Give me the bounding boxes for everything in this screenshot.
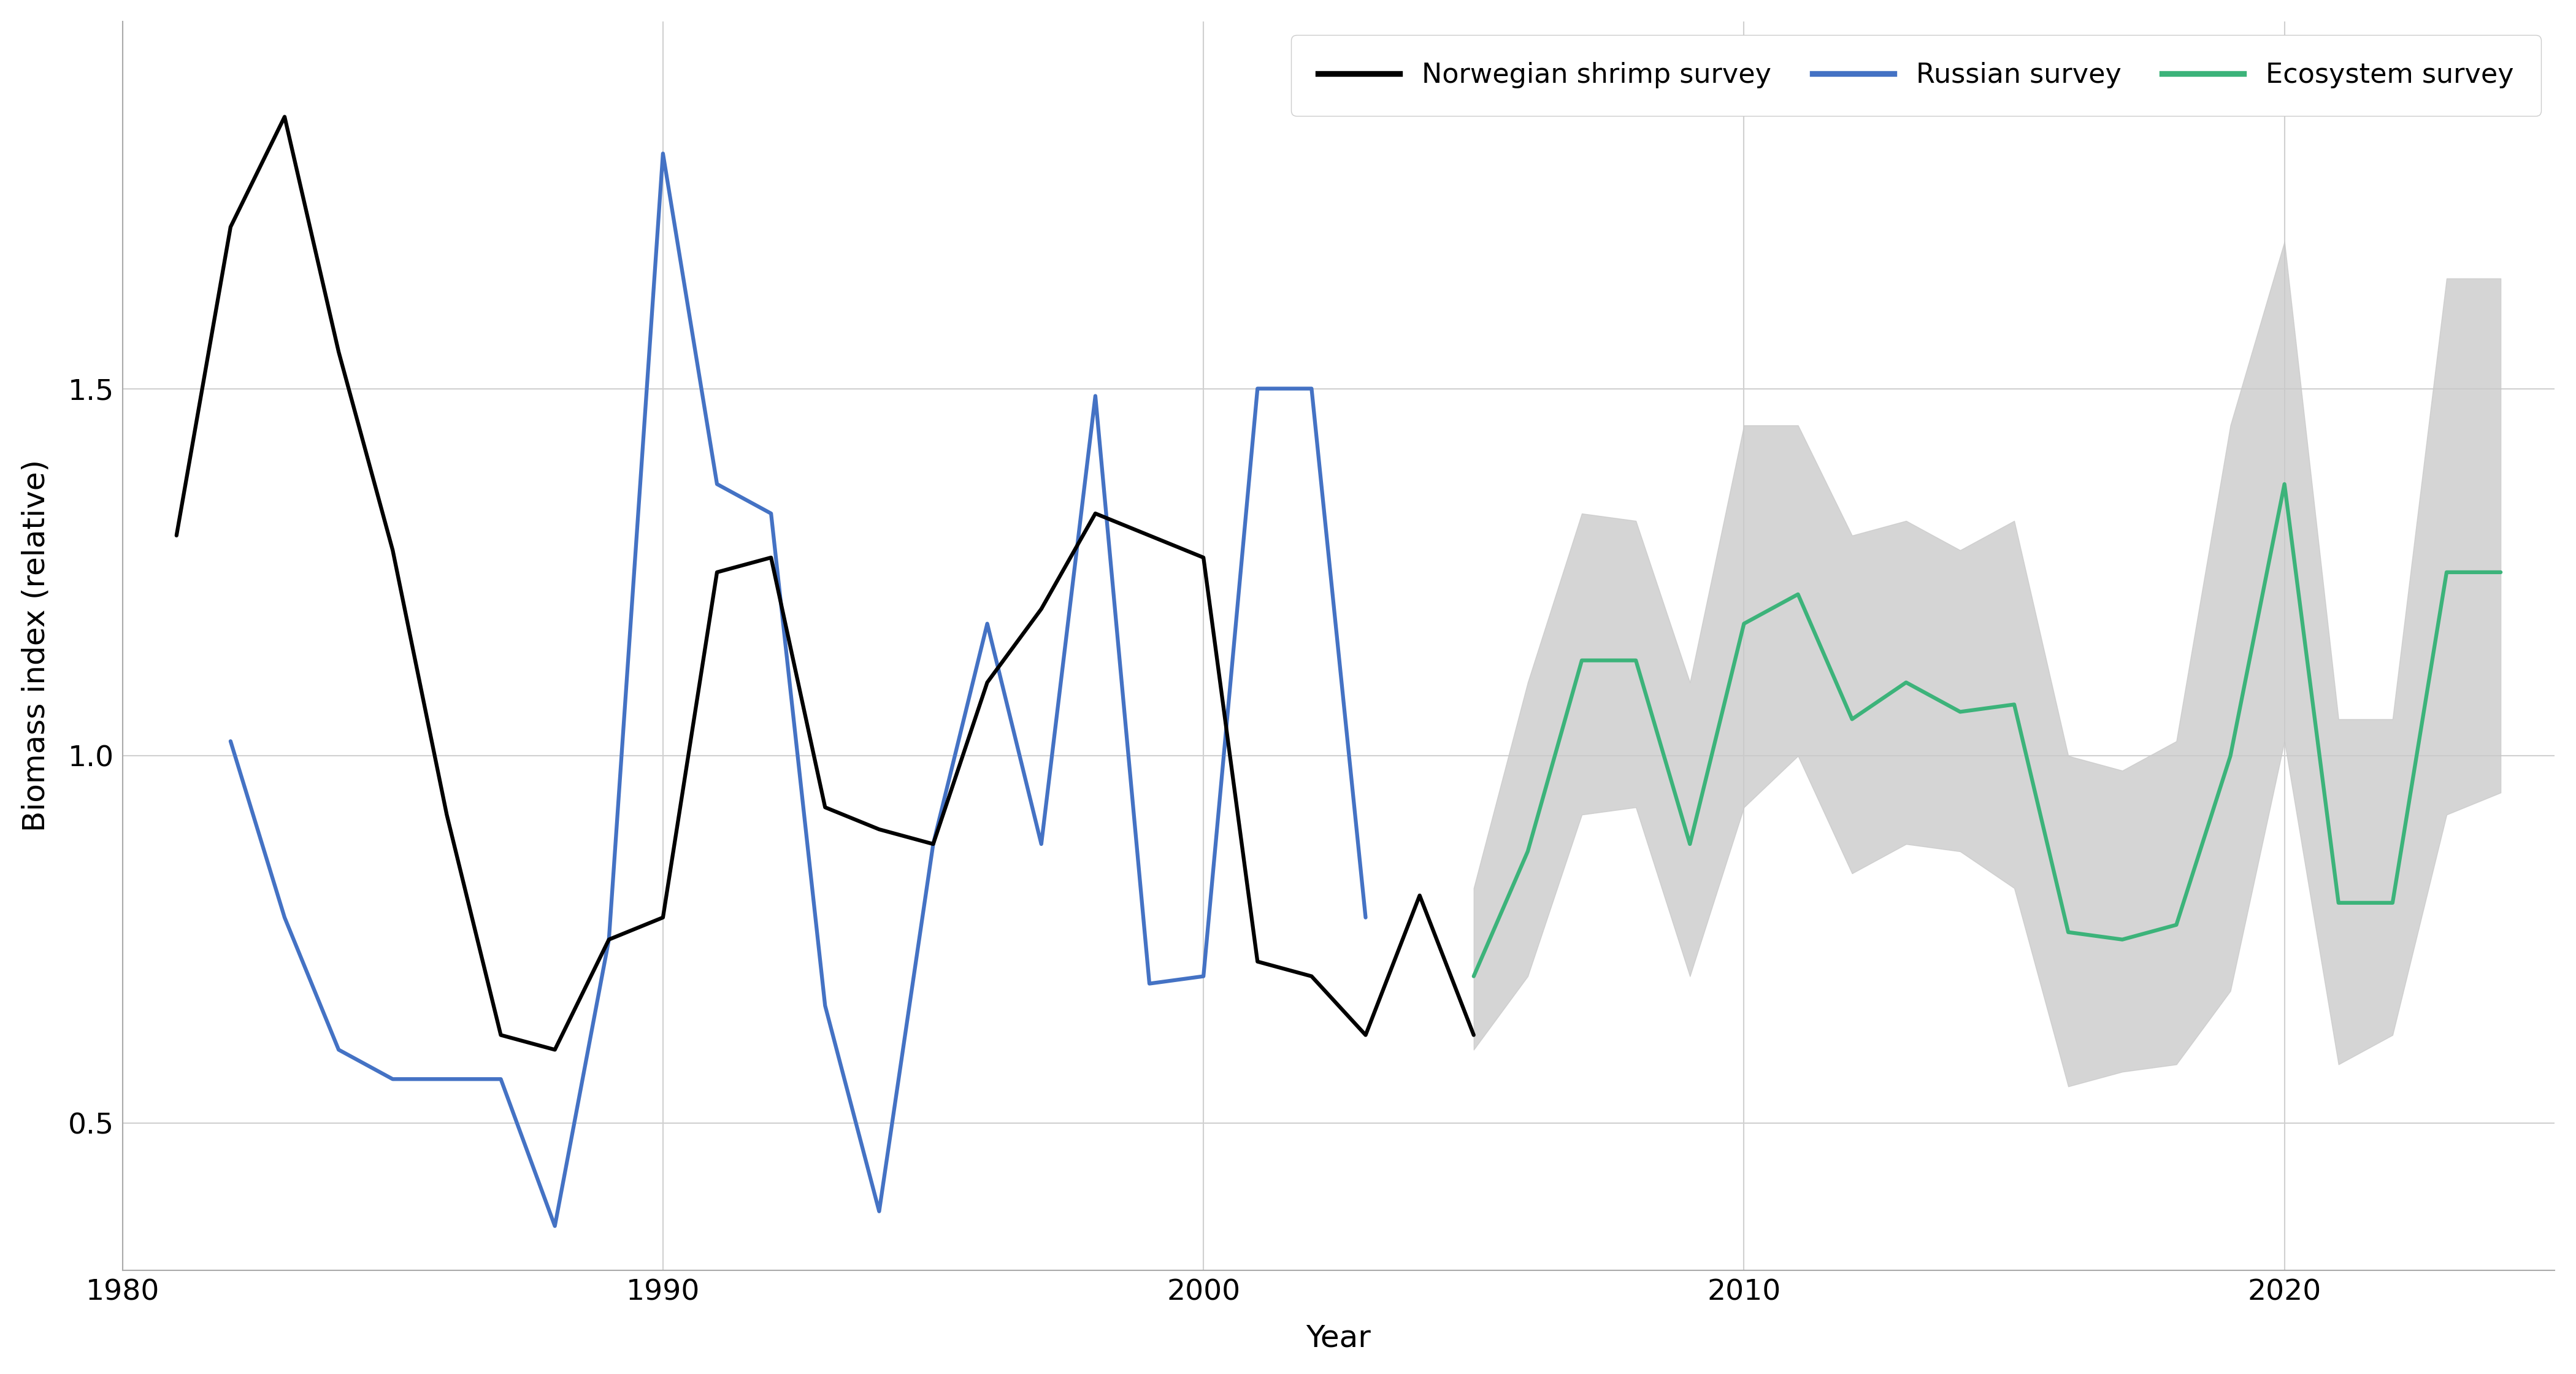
- Legend: Norwegian shrimp survey, Russian survey, Ecosystem survey: Norwegian shrimp survey, Russian survey,…: [1291, 34, 2540, 115]
- Y-axis label: Biomass index (relative): Biomass index (relative): [21, 459, 52, 831]
- X-axis label: Year: Year: [1306, 1323, 1370, 1352]
